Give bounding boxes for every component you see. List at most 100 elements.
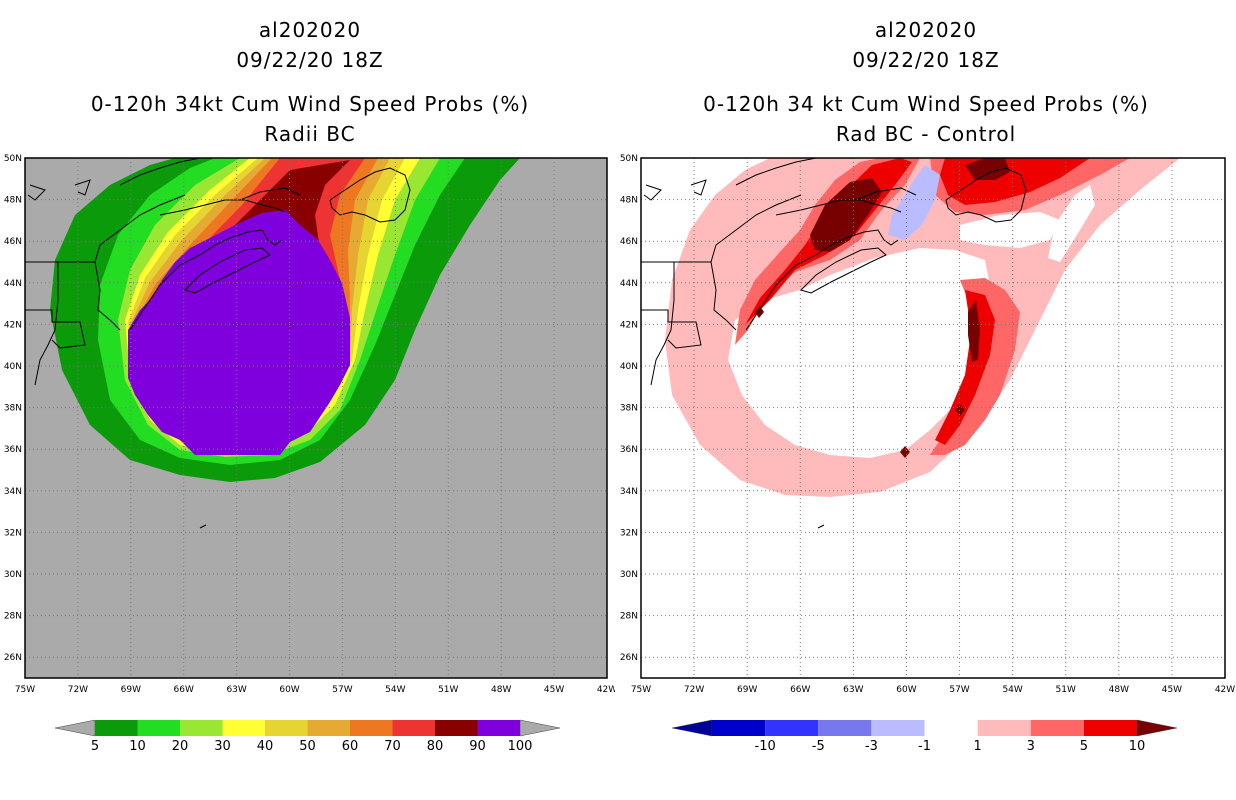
right-contour-neg1: [888, 165, 940, 240]
left-product-subtitle: Radii BC: [264, 122, 356, 146]
right-lat-label: 44N: [620, 279, 638, 289]
right-contour-10-newfoundland: [965, 158, 1010, 180]
right-colorbar-label: -5: [812, 739, 825, 754]
left-colorbar-swatch: [222, 720, 265, 736]
right-contour-5-southeast: [935, 290, 995, 445]
left-colorbar-label: 20: [172, 739, 189, 754]
right-product-title: 0-120h 34 kt Cum Wind Speed Probs (%): [703, 92, 1149, 116]
right-contour-10-southeast: [968, 300, 980, 362]
left-lat-label: 32N: [4, 528, 22, 538]
left-colorbar-swatch: [435, 720, 478, 736]
right-lon-label: 57W: [949, 685, 969, 695]
right-map-border: [640, 157, 1226, 679]
right-contour-white-ne: [1048, 185, 1095, 262]
right-colorbar-swatch: [765, 720, 819, 736]
left-colorbar-label: 80: [427, 739, 444, 754]
right-lat-labels: 50N 48N 46N 44N 42N 40N 38N 36N 34N 32N 30N 28N 26N: [620, 154, 638, 663]
left-lat-label: 30N: [4, 570, 22, 580]
left-colorbar-swatch: [137, 720, 180, 736]
right-contour-10-spot2: [900, 446, 910, 458]
left-lon-label: 48W: [491, 685, 511, 695]
left-colorbar-label: 90: [469, 739, 486, 754]
right-colorbar-swatch: [818, 720, 872, 736]
left-lat-label: 28N: [4, 612, 22, 622]
right-colorbar-label: -1: [918, 739, 931, 754]
right-lon-labels: 75W 72W 69W 66W 63W 60W 57W 54W 51W 48W 45W 42W: [631, 685, 1235, 695]
right-colorbar: -10 -5 -3 -1 1 3 5 10: [672, 719, 1177, 754]
left-panel-title: al202020 09/22/20 18Z 0-120h 34kt Cum Wi…: [60, 15, 560, 149]
right-colorbar-label: 5: [1080, 739, 1088, 754]
left-colorbar-swatch: [350, 720, 393, 736]
right-lat-label: 48N: [620, 196, 638, 206]
left-colorbar-swatch: [307, 720, 350, 736]
right-lon-label: 72W: [684, 685, 704, 695]
left-colorbar-swatch: [95, 720, 138, 736]
left-colorbar-swatch: [265, 720, 308, 736]
right-lat-label: 26N: [620, 653, 638, 663]
left-date-time: 09/22/20 18Z: [236, 48, 384, 72]
right-colorbar-swatch: [1030, 720, 1084, 736]
right-colorbar-swatch: [871, 720, 925, 736]
right-contour-inner-white: [728, 248, 990, 458]
left-lat-label: 36N: [4, 445, 22, 455]
right-colorbar-swatch: [1083, 720, 1137, 736]
left-colorbar-left-triangle: [55, 719, 96, 737]
right-gridlines: [641, 158, 1225, 678]
left-colorbar-swatch: [477, 720, 520, 736]
right-date-time: 09/22/20 18Z: [852, 48, 1000, 72]
left-storm-id: al202020: [258, 18, 362, 42]
right-lat-label: 40N: [620, 362, 638, 372]
right-colorbar-label: 10: [1129, 739, 1146, 754]
right-colorbar-swatch: [924, 720, 978, 736]
right-lon-label: 48W: [1109, 685, 1129, 695]
right-lat-label: 50N: [620, 154, 638, 164]
left-gridlines: [25, 158, 607, 678]
right-colorbar-label: -3: [865, 739, 878, 754]
left-lon-label: 75W: [15, 685, 35, 695]
right-lat-label: 34N: [620, 487, 638, 497]
right-contour-10-spot1: [755, 306, 764, 318]
left-colorbar-swatch: [180, 720, 223, 736]
left-colorbar-label: 10: [129, 739, 146, 754]
right-lon-label: 54W: [1002, 685, 1022, 695]
right-contour-white-north: [960, 212, 1060, 248]
left-lat-label: 46N: [4, 237, 22, 247]
left-lat-label: 34N: [4, 487, 22, 497]
right-lon-label: 60W: [896, 685, 916, 695]
left-lat-label: 50N: [4, 154, 22, 164]
left-lon-label: 51W: [438, 685, 458, 695]
right-lat-label: 28N: [620, 612, 638, 622]
right-colorbar-swatch: [712, 720, 766, 736]
right-colorbar-swatch: [977, 720, 1031, 736]
right-colorbar-label: 3: [1027, 739, 1035, 754]
right-colorbar-label: -10: [755, 739, 776, 754]
left-colorbar-label: 100: [508, 739, 533, 754]
right-lon-label: 63W: [843, 685, 863, 695]
left-lat-label: 44N: [4, 279, 22, 289]
left-colorbar-right-triangle: [519, 719, 560, 737]
left-colorbar-label: 50: [299, 739, 316, 754]
left-lat-label: 48N: [4, 196, 22, 206]
right-lat-label: 36N: [620, 445, 638, 455]
right-lon-label: 75W: [631, 685, 651, 695]
left-probability-map: 50N48N46N44N42N40N38N36N34N32N30N28N26N …: [4, 154, 615, 695]
right-panel-title: al202020 09/22/20 18Z 0-120h 34 kt Cum W…: [676, 15, 1176, 149]
left-lon-label: 72W: [68, 685, 88, 695]
left-contour-90: [128, 210, 350, 455]
left-lat-label: 40N: [4, 362, 22, 372]
right-lon-label: 45W: [1162, 685, 1182, 695]
left-colorbar: 5 10 20 30 40 50 60 70 80 90 100: [55, 719, 560, 754]
right-lat-label: 38N: [620, 404, 638, 414]
left-lat-labels: 50N 48N 46N 44N 42N 40N 38N 36N 34N 32N 30N 28N 26N: [4, 154, 22, 663]
left-colorbar-swatch: [392, 720, 435, 736]
left-lon-label: 57W: [332, 685, 352, 695]
left-lat-label: 38N: [4, 404, 22, 414]
left-product-title: 0-120h 34kt Cum Wind Speed Probs (%): [90, 92, 530, 116]
left-colorbar-label: 70: [384, 739, 401, 754]
right-difference-map: 50N48N46N44N42N40N38N36N34N32N30N28N26N …: [620, 154, 1235, 695]
left-lat-label: 26N: [4, 653, 22, 663]
right-contour-1-spot: [850, 458, 866, 465]
right-product-subtitle: Rad BC - Control: [835, 122, 1017, 146]
left-map-border: [24, 157, 608, 679]
left-lon-label: 63W: [226, 685, 246, 695]
